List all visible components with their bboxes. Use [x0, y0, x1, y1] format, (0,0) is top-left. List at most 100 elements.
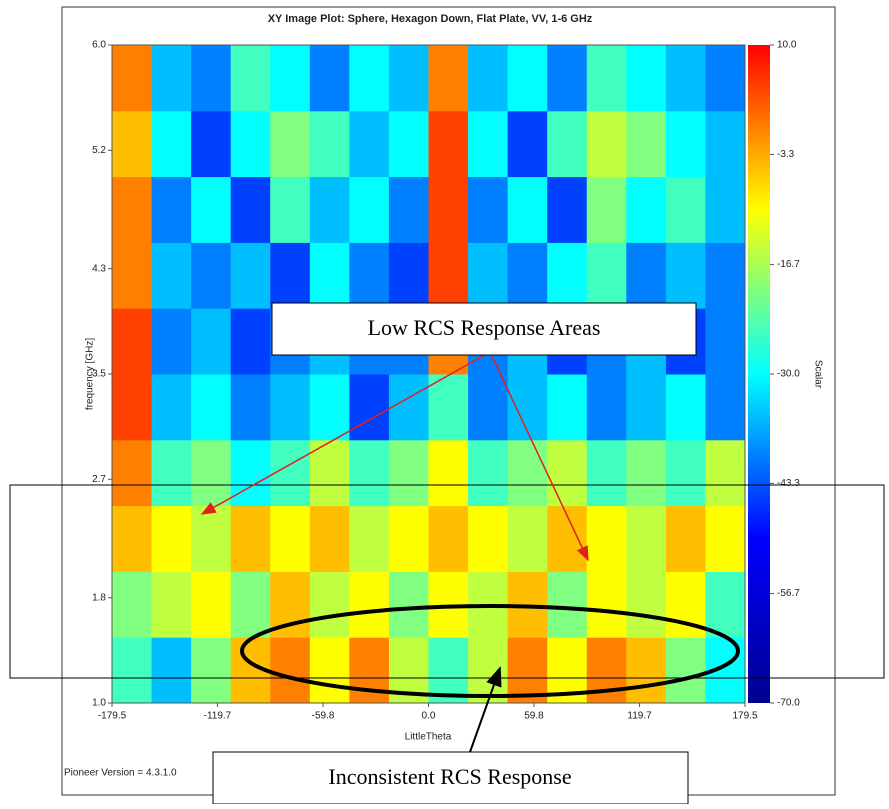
heatmap-cell — [665, 637, 706, 704]
heatmap — [112, 45, 746, 704]
heatmap-cell — [349, 439, 390, 507]
heatmap-cell — [309, 439, 350, 507]
heatmap-cell — [388, 571, 429, 638]
heatmap-cell — [428, 505, 469, 572]
heatmap-cell — [388, 242, 429, 309]
heatmap-cell — [112, 308, 153, 375]
heatmap-cell — [547, 110, 588, 178]
colorbar-tick-label: -43.3 — [777, 478, 800, 489]
heatmap-cell — [547, 45, 588, 112]
heatmap-cell — [586, 176, 627, 243]
heatmap-cell — [626, 374, 667, 441]
heatmap-cell — [112, 45, 153, 112]
heatmap-cell — [547, 374, 588, 441]
y-tick-label: 2.7 — [92, 474, 106, 485]
heatmap-cell — [626, 242, 667, 309]
heatmap-cell — [112, 110, 153, 178]
heatmap-cell — [626, 505, 667, 572]
heatmap-cell — [349, 110, 390, 178]
heatmap-cell — [112, 439, 153, 507]
heatmap-cell — [151, 242, 192, 309]
heatmap-cell — [705, 571, 746, 638]
arrow — [469, 666, 502, 753]
heatmap-cell — [468, 110, 509, 178]
heatmap-cell — [151, 571, 192, 638]
heatmap-cell — [547, 439, 588, 507]
heatmap-cell — [349, 374, 390, 441]
heatmap-cell — [112, 571, 153, 638]
heatmap-cell — [191, 571, 232, 638]
heatmap-cell — [309, 242, 350, 309]
heatmap-cell — [309, 110, 350, 178]
heatmap-cell — [705, 242, 746, 309]
heatmap-cell — [586, 110, 627, 178]
heatmap-cell — [665, 110, 706, 178]
y-axis-label: frequency [GHz] — [85, 338, 96, 410]
x-tick-label: 179.5 — [732, 711, 757, 722]
colorbar-tick-label: -16.7 — [777, 259, 800, 270]
heatmap-cell — [547, 176, 588, 243]
heatmap-cell — [507, 110, 548, 178]
heatmap-cell — [230, 374, 271, 441]
heatmap-cell — [230, 571, 271, 638]
heatmap-cell — [112, 176, 153, 243]
heatmap-cell — [626, 439, 667, 507]
chart-title: XY Image Plot: Sphere, Hexagon Down, Fla… — [268, 13, 593, 25]
heatmap-cell — [428, 374, 469, 441]
heatmap-cell — [151, 637, 192, 704]
heatmap-cell — [309, 637, 350, 704]
heatmap-cell — [586, 505, 627, 572]
arrow — [200, 351, 491, 515]
y-tick-label: 5.2 — [92, 145, 106, 156]
heatmap-cell — [270, 242, 311, 309]
heatmap-cell — [151, 45, 192, 112]
x-tick-label: -179.5 — [98, 711, 127, 722]
heatmap-cell — [665, 176, 706, 243]
heatmap-cell — [626, 571, 667, 638]
heatmap-cell — [151, 176, 192, 243]
heatmap-cell — [388, 374, 429, 441]
heatmap-cell — [705, 374, 746, 441]
heatmap-cell — [191, 110, 232, 178]
heatmap-cell — [388, 110, 429, 178]
y-tick-label: 1.0 — [92, 698, 106, 709]
heatmap-cell — [309, 374, 350, 441]
colorbar-tick-label: -3.3 — [777, 149, 795, 160]
heatmap-cell — [547, 571, 588, 638]
heatmap-cell — [191, 45, 232, 112]
heatmap-cell — [270, 176, 311, 243]
heatmap-cell — [230, 242, 271, 309]
heatmap-cell — [468, 637, 509, 704]
y-tick-label: 4.3 — [92, 263, 106, 274]
heatmap-cell — [112, 637, 153, 704]
heatmap-cell — [349, 176, 390, 243]
annotation-box — [271, 302, 697, 356]
heatmap-cell — [112, 374, 153, 441]
heatmap-cell — [270, 45, 311, 112]
x-tick-label: 59.8 — [524, 711, 544, 722]
heatmap-cell — [586, 571, 627, 638]
heatmap-cell — [151, 374, 192, 441]
heatmap-cell — [665, 374, 706, 441]
heatmap-cell — [191, 308, 232, 375]
colorbar-tick-label: -70.0 — [777, 698, 800, 709]
heatmap-cell — [230, 45, 271, 112]
annotation-box — [212, 751, 689, 805]
heatmap-cell — [270, 505, 311, 572]
highlight-band — [9, 484, 885, 679]
heatmap-cell — [547, 242, 588, 309]
colorbar-label: Scalar — [812, 360, 823, 389]
heatmap-cell — [468, 242, 509, 309]
x-tick-label: 0.0 — [422, 711, 436, 722]
heatmap-cell — [230, 308, 271, 375]
heatmap-cell — [191, 374, 232, 441]
heatmap-cell — [586, 242, 627, 309]
x-tick-label: -119.7 — [204, 711, 232, 722]
heatmap-cell — [349, 571, 390, 638]
y-tick-label: 3.5 — [92, 369, 106, 380]
heatmap-cell — [626, 110, 667, 178]
heatmap-cell — [468, 176, 509, 243]
x-axis-label: LittleTheta — [405, 732, 452, 743]
heatmap-cell — [626, 176, 667, 243]
heatmap-cell — [626, 45, 667, 112]
